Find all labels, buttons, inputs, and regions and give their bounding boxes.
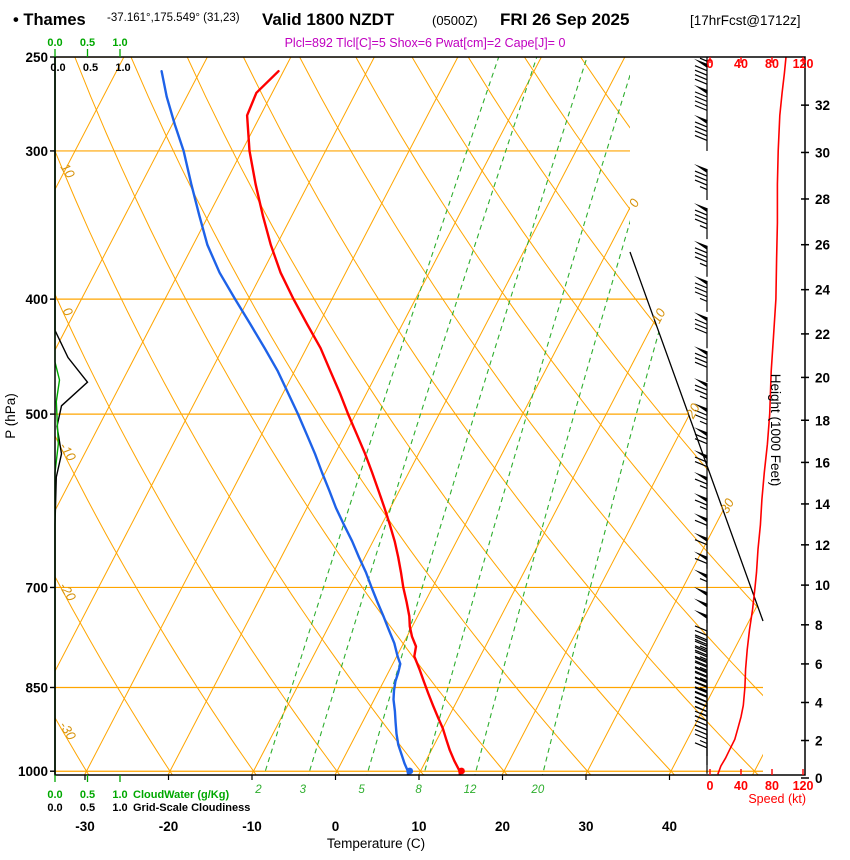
forecast-tag: [17hrFcst@1712z] <box>690 13 801 28</box>
svg-text:400: 400 <box>25 292 48 307</box>
svg-text:32: 32 <box>815 98 830 113</box>
svg-text:500: 500 <box>25 407 48 422</box>
svg-text:2: 2 <box>815 734 823 749</box>
svg-text:1.0: 1.0 <box>112 37 127 49</box>
sounding-params: Plcl=892 Tlcl[C]=5 Shox=6 Pwat[cm]=2 Cap… <box>285 36 566 50</box>
svg-text:0.5: 0.5 <box>80 802 95 814</box>
temperature-axis-title: Temperature (C) <box>327 836 425 851</box>
svg-text:18: 18 <box>815 413 831 428</box>
wind-speed-curve <box>717 57 787 775</box>
plot-border <box>54 56 806 776</box>
svg-text:16: 16 <box>815 455 831 470</box>
svg-text:0.0: 0.0 <box>50 62 65 74</box>
valid-date: FRI 26 Sep 2025 <box>500 10 629 29</box>
svg-text:0.5: 0.5 <box>80 37 95 49</box>
svg-text:8: 8 <box>415 784 422 796</box>
grid-clip-boundary <box>629 251 764 622</box>
svg-text:20: 20 <box>530 784 544 796</box>
mixing-ratio-lines <box>256 57 738 775</box>
svg-text:0.5: 0.5 <box>80 789 95 801</box>
svg-text:10: 10 <box>649 305 669 325</box>
valid-utc: (0500Z) <box>432 13 478 28</box>
station-coords: -37.161°,175.549° (31,23) <box>107 12 240 24</box>
svg-text:0.5: 0.5 <box>83 62 98 74</box>
height-axis-title: Height (1000 Feet) <box>768 374 783 487</box>
svg-text:300: 300 <box>25 144 48 159</box>
valid-time: Valid 1800 NZDT <box>262 10 395 29</box>
svg-text:0.0: 0.0 <box>47 802 62 814</box>
svg-text:5: 5 <box>358 784 365 796</box>
svg-text:1000: 1000 <box>18 764 48 779</box>
svg-text:40: 40 <box>734 779 748 793</box>
svg-text:10: 10 <box>815 578 830 593</box>
svg-text:120: 120 <box>793 779 814 793</box>
svg-text:28: 28 <box>815 192 831 207</box>
pressure-axis-title: P (hPa) <box>3 393 18 439</box>
svg-text:0.0: 0.0 <box>47 37 62 49</box>
svg-text:80: 80 <box>765 57 779 71</box>
svg-text:20: 20 <box>682 400 703 421</box>
svg-text:0: 0 <box>707 779 714 793</box>
svg-text:-20: -20 <box>56 580 79 605</box>
svg-text:2: 2 <box>254 784 262 796</box>
temperature-curve <box>245 70 465 776</box>
svg-text:10: 10 <box>411 819 426 834</box>
speed-axis-title: Speed (kt) <box>748 792 806 806</box>
svg-text:30: 30 <box>717 495 737 515</box>
svg-text:-10: -10 <box>242 819 262 834</box>
cloudwater-axis-title: CloudWater (g/Kg) <box>133 789 229 801</box>
svg-text:20: 20 <box>815 370 830 385</box>
svg-text:12: 12 <box>464 784 477 796</box>
svg-text:0: 0 <box>707 57 714 71</box>
svg-text:-20: -20 <box>159 819 179 834</box>
svg-text:20: 20 <box>495 819 510 834</box>
svg-text:1.0: 1.0 <box>112 789 127 801</box>
svg-text:80: 80 <box>765 779 779 793</box>
wind-barbs <box>694 57 708 774</box>
svg-text:0.0: 0.0 <box>47 789 62 801</box>
svg-text:1.0: 1.0 <box>115 62 130 74</box>
svg-text:30: 30 <box>578 819 593 834</box>
svg-text:24: 24 <box>815 283 831 298</box>
svg-text:0: 0 <box>815 771 823 786</box>
svg-text:26: 26 <box>815 238 831 253</box>
cloudiness-axis-title: Grid-Scale Cloudiness <box>133 802 250 814</box>
svg-text:0: 0 <box>60 305 77 320</box>
svg-text:700: 700 <box>25 580 48 595</box>
svg-text:12: 12 <box>815 538 830 553</box>
station-name: • Thames <box>13 11 86 29</box>
svg-text:-30: -30 <box>75 819 95 834</box>
svg-text:0: 0 <box>332 819 340 834</box>
svg-text:-30: -30 <box>56 719 79 744</box>
svg-text:1.0: 1.0 <box>112 802 127 814</box>
svg-text:3: 3 <box>300 784 307 796</box>
dewpoint-curve <box>160 70 414 776</box>
svg-text:40: 40 <box>662 819 677 834</box>
svg-text:250: 250 <box>25 50 48 65</box>
svg-text:850: 850 <box>25 680 48 695</box>
svg-text:120: 120 <box>793 57 814 71</box>
svg-text:6: 6 <box>815 657 823 672</box>
svg-text:14: 14 <box>815 497 831 512</box>
svg-text:40: 40 <box>734 57 748 71</box>
svg-text:4: 4 <box>815 695 823 710</box>
svg-text:22: 22 <box>815 327 830 342</box>
svg-text:30: 30 <box>815 145 830 160</box>
svg-text:8: 8 <box>815 618 823 633</box>
